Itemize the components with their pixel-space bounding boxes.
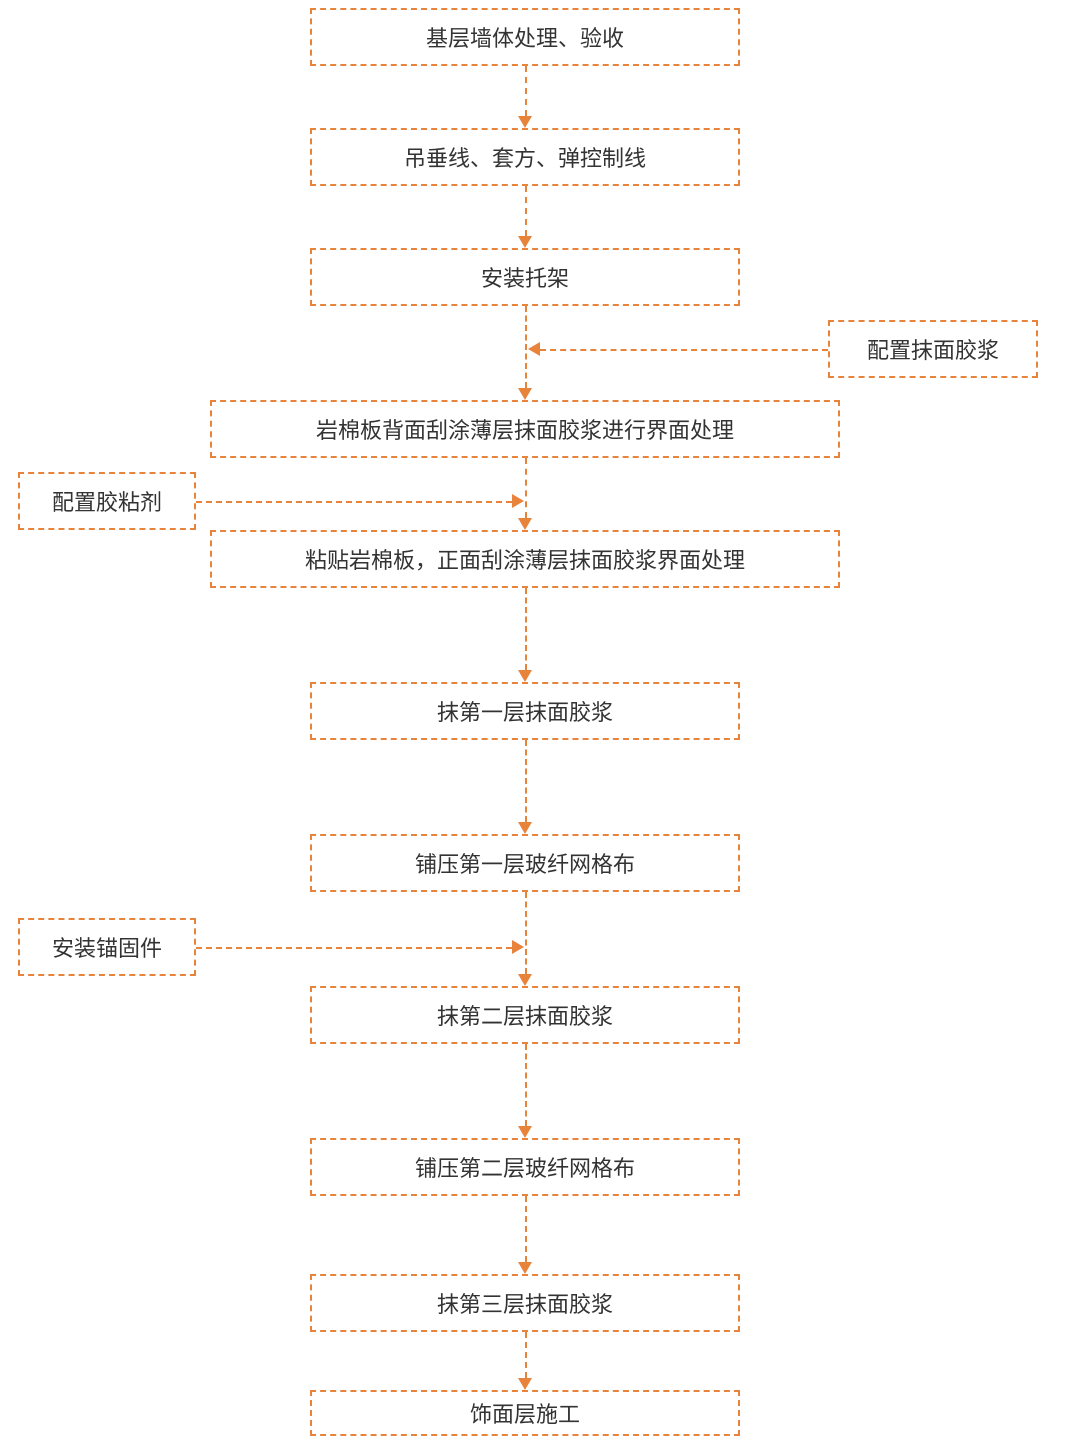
arrow-line (525, 306, 527, 388)
arrow-head-down-icon (518, 974, 532, 986)
flow-node-7: 铺压第一层玻纤网格布 (310, 834, 740, 892)
arrow-line (525, 588, 527, 670)
flow-node-3: 安装托架 (310, 248, 740, 306)
node-label: 饰面层施工 (470, 1397, 580, 1429)
arrow-head-down-icon (518, 1262, 532, 1274)
arrow-head-down-icon (518, 1378, 532, 1390)
flow-node-2: 吊垂线、套方、弹控制线 (310, 128, 740, 186)
node-label: 抹第二层抹面胶浆 (437, 999, 613, 1031)
flow-node-10: 抹第三层抹面胶浆 (310, 1274, 740, 1332)
node-label: 铺压第二层玻纤网格布 (415, 1151, 635, 1183)
flow-node-8: 抹第二层抹面胶浆 (310, 986, 740, 1044)
flow-node-1: 基层墙体处理、验收 (310, 8, 740, 66)
arrow-line (525, 1044, 527, 1126)
arrow-head-down-icon (518, 236, 532, 248)
flow-node-5: 粘贴岩棉板，正面刮涂薄层抹面胶浆界面处理 (210, 530, 840, 588)
node-label: 抹第三层抹面胶浆 (437, 1287, 613, 1319)
arrow-line (525, 458, 527, 518)
flow-node-9: 铺压第二层玻纤网格布 (310, 1138, 740, 1196)
arrow-head-down-icon (518, 518, 532, 530)
arrow-line-h (540, 349, 828, 351)
node-label: 安装托架 (481, 261, 569, 293)
node-label: 粘贴岩棉板，正面刮涂薄层抹面胶浆界面处理 (305, 543, 745, 575)
arrow-line (525, 186, 527, 236)
node-label: 安装锚固件 (52, 931, 162, 963)
side-node-right: 配置抹面胶浆 (828, 320, 1038, 378)
arrow-head-right-icon (512, 494, 524, 508)
node-label: 吊垂线、套方、弹控制线 (404, 141, 646, 173)
arrow-line (525, 740, 527, 822)
arrow-line-h (196, 947, 512, 949)
flow-node-6: 抹第一层抹面胶浆 (310, 682, 740, 740)
arrow-head-down-icon (518, 1126, 532, 1138)
arrow-line (525, 66, 527, 116)
side-node-left-1: 配置胶粘剂 (18, 472, 196, 530)
arrow-head-left-icon (528, 342, 540, 356)
node-label: 配置胶粘剂 (52, 485, 162, 517)
node-label: 抹第一层抹面胶浆 (437, 695, 613, 727)
arrow-head-down-icon (518, 670, 532, 682)
arrow-line (525, 1196, 527, 1262)
arrow-head-down-icon (518, 388, 532, 400)
arrow-head-right-icon (512, 940, 524, 954)
flow-node-4: 岩棉板背面刮涂薄层抹面胶浆进行界面处理 (210, 400, 840, 458)
arrow-head-down-icon (518, 116, 532, 128)
node-label: 配置抹面胶浆 (867, 333, 999, 365)
node-label: 基层墙体处理、验收 (426, 21, 624, 53)
arrow-line-h (196, 501, 512, 503)
node-label: 岩棉板背面刮涂薄层抹面胶浆进行界面处理 (316, 413, 734, 445)
node-label: 铺压第一层玻纤网格布 (415, 847, 635, 879)
arrow-line (525, 1332, 527, 1378)
flow-node-11: 饰面层施工 (310, 1390, 740, 1436)
arrow-line (525, 892, 527, 974)
arrow-head-down-icon (518, 822, 532, 834)
side-node-left-2: 安装锚固件 (18, 918, 196, 976)
